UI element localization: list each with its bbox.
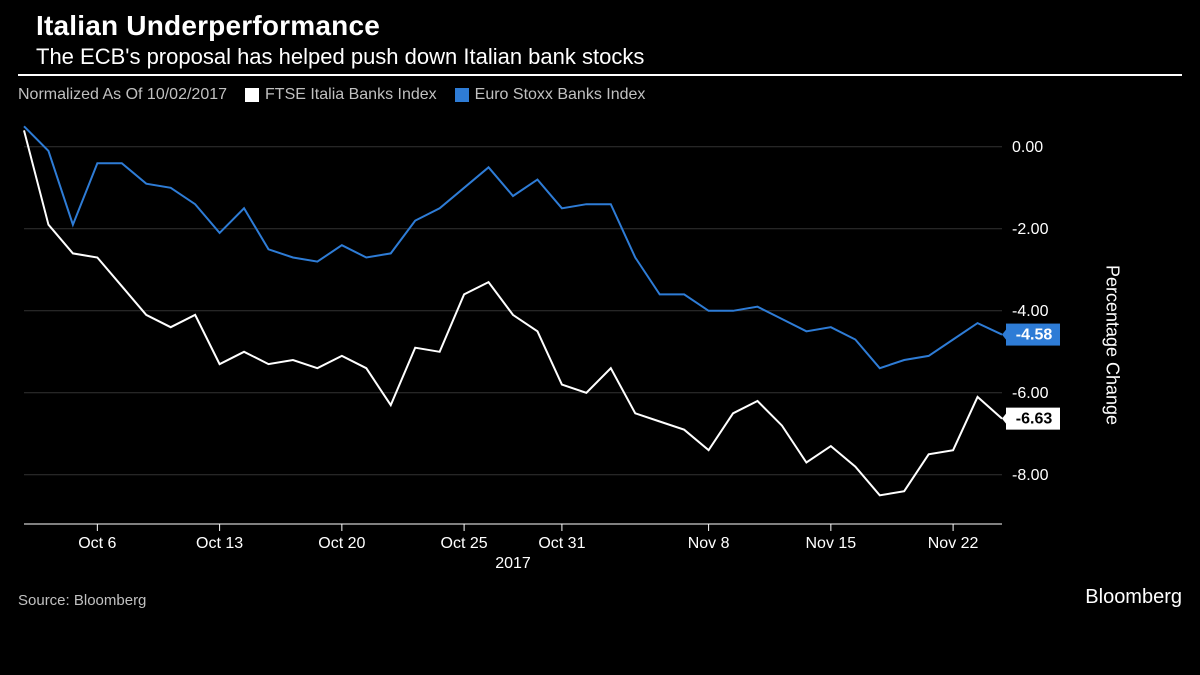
legend-swatch-eurostoxx-icon [455, 88, 469, 102]
svg-text:Oct 13: Oct 13 [196, 535, 243, 552]
chart-area: 0.00 -2.00 -4.00 -6.00 -8.00 Oct 6 Oct 13 Oct 2… [18, 110, 1060, 580]
chart-subtitle: The ECB's proposal has helped push down … [36, 44, 1182, 70]
svg-text:Nov 8: Nov 8 [688, 535, 730, 552]
chart-svg: 0.00 -2.00 -4.00 -6.00 -8.00 Oct 6 Oct 13 Oct 2… [18, 110, 1060, 580]
legend-label-eurostoxx: Euro Stoxx Banks Index [475, 86, 646, 104]
chart-header: Italian Underperformance The ECB's propo… [18, 0, 1182, 76]
svg-text:Oct 20: Oct 20 [318, 535, 365, 552]
svg-text:Oct 6: Oct 6 [78, 535, 116, 552]
legend-item-eurostoxx: Euro Stoxx Banks Index [455, 86, 646, 104]
svg-text:-4.00: -4.00 [1012, 303, 1049, 320]
svg-text:2017: 2017 [495, 555, 531, 572]
legend-row: Normalized As Of 10/02/2017 FTSE Italia … [0, 76, 1200, 110]
legend-swatch-ftse-icon [245, 88, 259, 102]
svg-text:Oct 25: Oct 25 [441, 535, 488, 552]
y-axis-title: Percentage Change [1101, 265, 1122, 425]
svg-text:-6.63: -6.63 [1016, 411, 1053, 428]
footer: Source: Bloomberg Bloomberg [0, 580, 1200, 619]
svg-text:-6.00: -6.00 [1012, 385, 1049, 402]
legend-item-ftse: FTSE Italia Banks Index [245, 86, 437, 104]
chart-title: Italian Underperformance [36, 10, 1182, 42]
svg-text:Nov 15: Nov 15 [805, 535, 856, 552]
svg-text:Oct 31: Oct 31 [538, 535, 585, 552]
svg-text:0.00: 0.00 [1012, 139, 1043, 156]
source-label: Source: Bloomberg [18, 592, 146, 609]
svg-text:-4.58: -4.58 [1016, 327, 1053, 344]
brand-label: Bloomberg [1085, 586, 1182, 609]
svg-text:Nov 22: Nov 22 [928, 535, 979, 552]
svg-text:-8.00: -8.00 [1012, 467, 1049, 484]
legend-label-ftse: FTSE Italia Banks Index [265, 86, 437, 104]
svg-text:-2.00: -2.00 [1012, 221, 1049, 238]
normalized-label: Normalized As Of 10/02/2017 [18, 86, 227, 104]
